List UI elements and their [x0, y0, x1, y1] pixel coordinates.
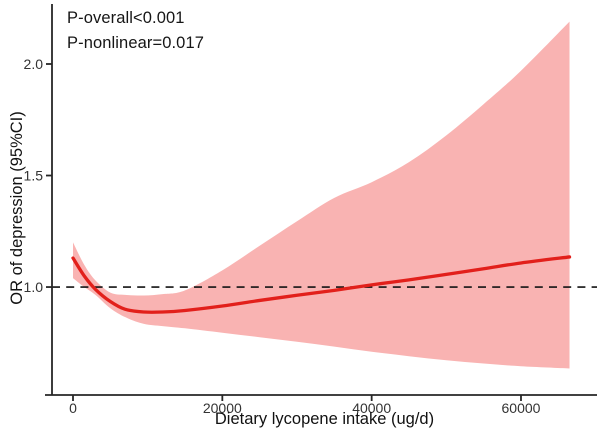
or-spline-curve: [71, 255, 572, 314]
x-tick-label: 60000: [502, 400, 541, 416]
chart-annotations: P-overall<0.001 P-nonlinear=0.017: [67, 6, 204, 56]
p-overall-annotation: P-overall<0.001: [67, 9, 185, 27]
x-tick-label: 40000: [352, 400, 391, 416]
p-nonlinear-annotation: P-nonlinear=0.017: [67, 34, 205, 52]
y-tick-label: 1.5: [24, 168, 44, 184]
x-axis-title: Dietary lycopene intake (ug/d): [214, 410, 435, 428]
x-tick-label: 0: [69, 400, 77, 416]
x-tick-label: 20000: [203, 400, 242, 416]
y-tick-label: 2.0: [24, 56, 44, 72]
y-axis-title: OR of depression (95%CI): [8, 111, 26, 305]
y-tick-label: 1.0: [24, 279, 44, 295]
confidence-band: [73, 21, 570, 369]
